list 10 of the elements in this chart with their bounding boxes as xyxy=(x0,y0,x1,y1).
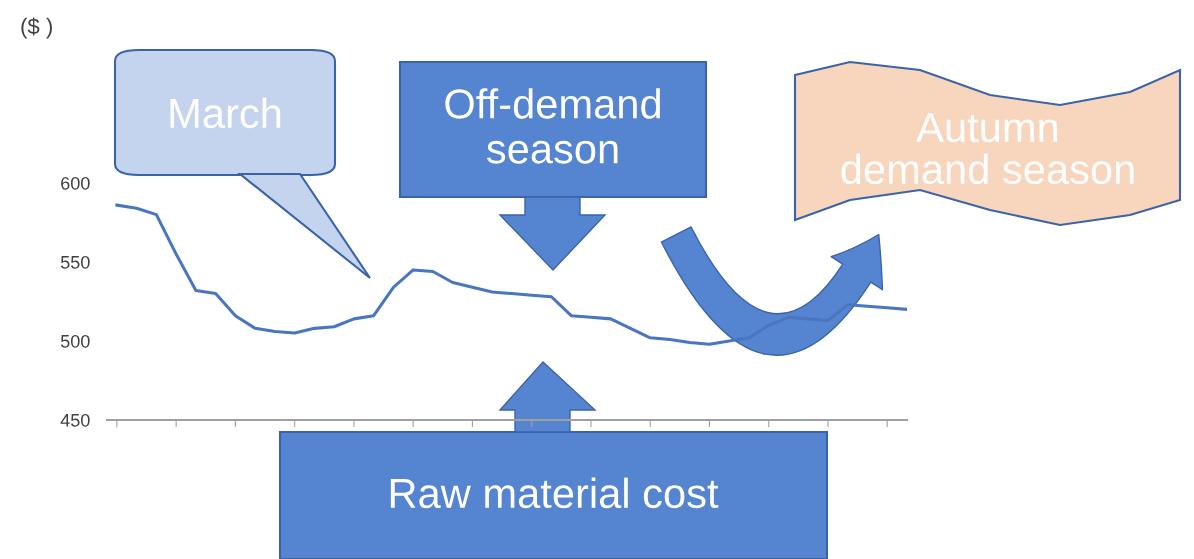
text: ($ ) xyxy=(21,17,52,39)
annotation: Autumn demand season xyxy=(841,113,1134,185)
y-tick-label: 550 xyxy=(60,255,90,269)
text: Off-demand season xyxy=(445,88,660,164)
y-tick-label: 450 xyxy=(60,413,90,427)
line-series xyxy=(115,203,907,346)
y-tick-label: 600 xyxy=(61,176,90,190)
text: Raw material cost xyxy=(390,477,719,509)
text: March xyxy=(170,97,281,129)
y-tick-label: 500 xyxy=(60,334,90,348)
